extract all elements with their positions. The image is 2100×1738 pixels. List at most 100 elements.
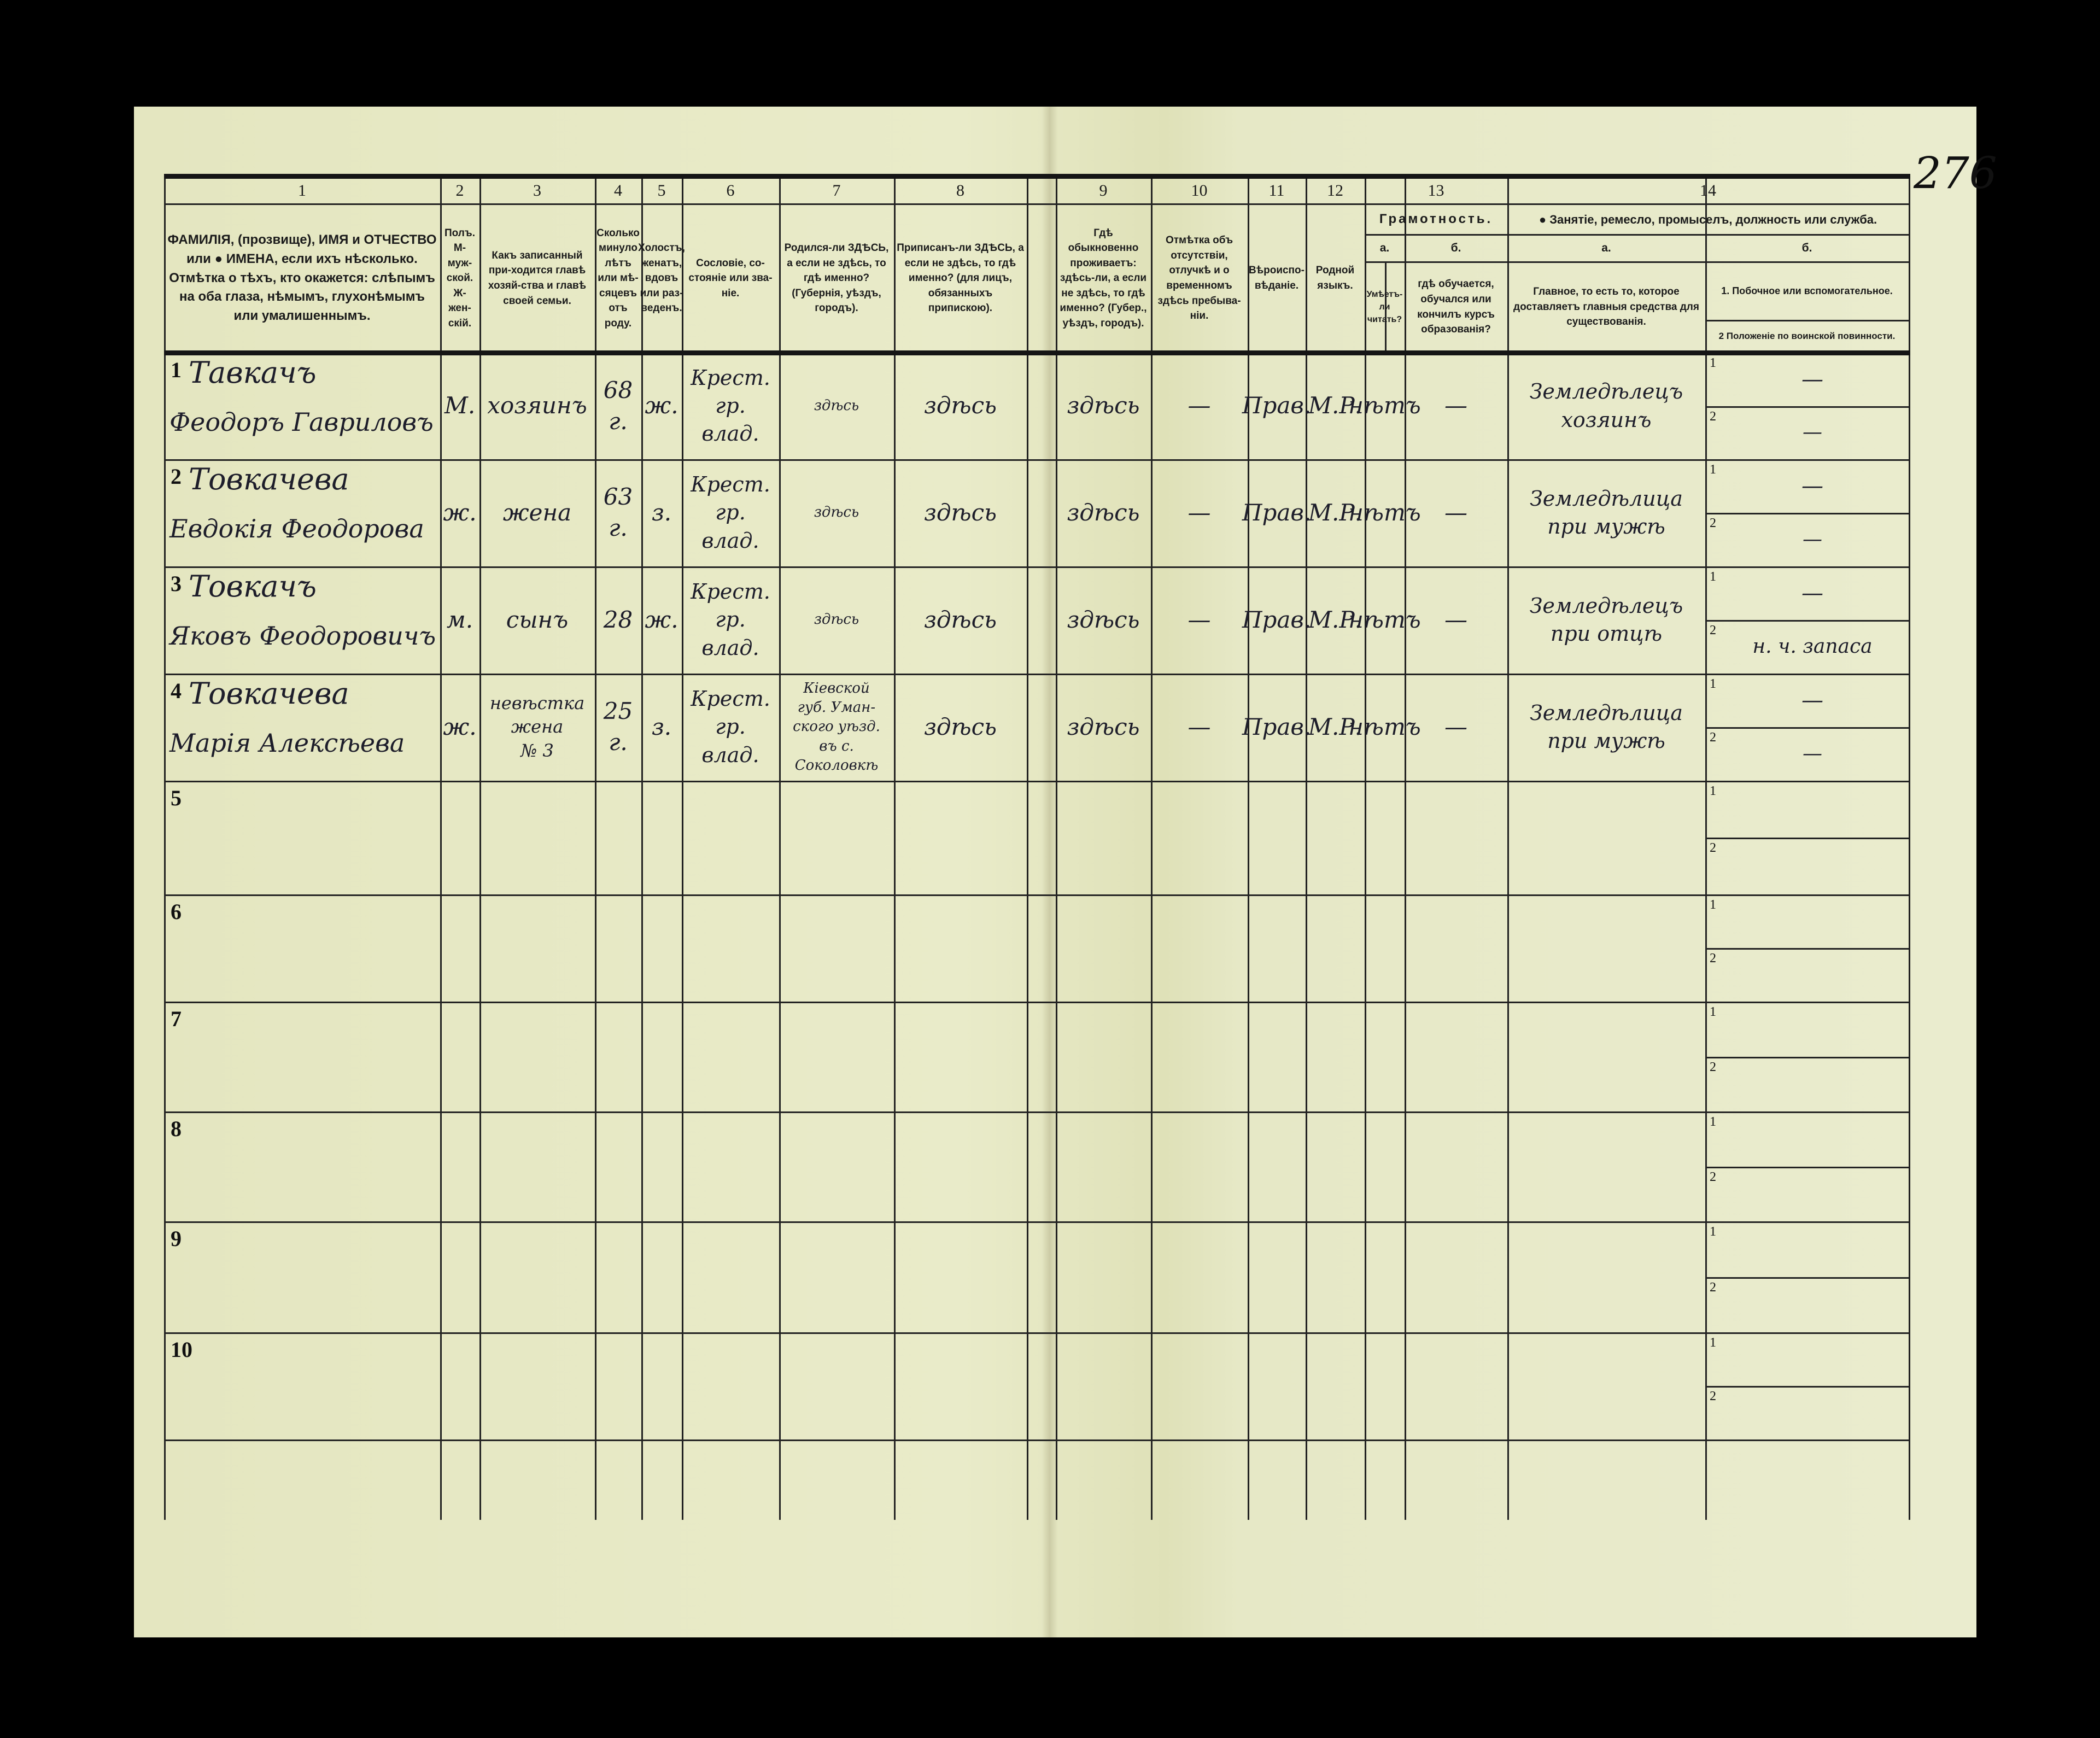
cell-language: М.Р. xyxy=(1308,713,1362,740)
row-rule xyxy=(164,781,1910,782)
column-rule xyxy=(440,178,442,1520)
cell-education: — xyxy=(1444,606,1467,633)
row-14b-split xyxy=(1705,1056,1909,1058)
header-subtitle-rule xyxy=(1365,234,1910,236)
cell-occupation: Земледѣлица при мужѣ xyxy=(1530,486,1683,539)
cell-occupation-secondary: — xyxy=(1801,366,1823,392)
cell-age: 25 г. xyxy=(603,698,633,756)
cell-military: — xyxy=(1803,742,1822,765)
cell-literate: нѣтъ xyxy=(1348,713,1421,740)
header-col13b: гдѣ обучается, обучался или кончилъ курс… xyxy=(1417,278,1495,336)
header-col12: Родной языкъ. xyxy=(1315,265,1355,291)
row-number: 8 xyxy=(171,1116,182,1141)
cell-marital: з. xyxy=(651,713,672,740)
header-col1: ФАМИЛІЯ, (прозвище), ИМЯ и ОТЧЕСТВО или … xyxy=(167,232,437,324)
row-number: 7 xyxy=(171,1006,182,1031)
sub-label-1: 1 xyxy=(1710,356,1716,370)
header-col14b1: 1. Побочное или вспомогательное. xyxy=(1721,285,1893,297)
surname: Тавкачъ xyxy=(189,355,317,390)
cell-literate: нѣтъ xyxy=(1348,499,1421,526)
column-number: 5 xyxy=(657,181,666,200)
given-names: Феодоръ Гавриловъ xyxy=(169,407,434,437)
column-number: 7 xyxy=(832,181,841,200)
row-rule xyxy=(164,894,1910,896)
row-14b-split xyxy=(1705,1277,1909,1279)
row-rule xyxy=(164,566,1910,568)
cell-born: здѣсь xyxy=(814,504,859,521)
header-bottom-rule xyxy=(164,350,1910,355)
cell-religion: Прав. xyxy=(1242,606,1312,633)
sub-label-2: 2 xyxy=(1710,1389,1716,1403)
cell-sex: м. xyxy=(446,606,473,633)
sub-label-1: 1 xyxy=(1710,463,1716,477)
header-col13b-label: б. xyxy=(1450,241,1461,254)
column-rule xyxy=(164,178,166,1520)
row-14b-split xyxy=(1705,406,1909,408)
cell-education: — xyxy=(1444,392,1467,419)
sub-label-1: 1 xyxy=(1710,570,1716,584)
cell-sex: М. xyxy=(444,392,476,419)
cell-relation: невѣстка жена № 3 xyxy=(489,693,585,761)
sub-label-1: 1 xyxy=(1710,784,1716,798)
row-14b-split xyxy=(1705,620,1909,622)
row-rule xyxy=(164,1111,1910,1113)
cell-registered: здѣсь xyxy=(924,606,997,633)
given-names: Марія Алексѣева xyxy=(169,728,405,758)
column-number: 4 xyxy=(614,181,622,200)
cell-sex: ж. xyxy=(443,713,477,740)
cell-language: М.Р. xyxy=(1308,499,1362,526)
cell-age: 63 г. xyxy=(603,483,633,541)
sub-label-2: 2 xyxy=(1710,951,1716,965)
cell-literate: нѣтъ xyxy=(1348,392,1421,419)
column-number: 1 xyxy=(298,181,306,200)
header-col14b-label: б. xyxy=(1801,241,1812,254)
page-fold xyxy=(1042,107,1058,1637)
surname: Товкачъ xyxy=(189,569,317,604)
cell-relation: сынъ xyxy=(506,606,569,633)
column-number: 14 xyxy=(1700,181,1716,200)
cell-registered: здѣсь xyxy=(924,392,997,419)
sub-label-2: 2 xyxy=(1710,516,1716,530)
sub-label-2: 2 xyxy=(1710,1280,1716,1295)
column-number: 13 xyxy=(1428,181,1444,200)
header-col14a: Главное, то есть то, которое доставляетъ… xyxy=(1513,286,1699,328)
row-rule xyxy=(164,459,1910,461)
header-col2: Полъ. М-муж-ской. Ж-жен-скій. xyxy=(444,227,475,329)
cell-education: — xyxy=(1444,499,1467,526)
sub-label-1: 1 xyxy=(1710,1225,1716,1239)
header-col8: Приписанъ-ли ЗДѢСЬ, а если не здѣсь, то … xyxy=(897,242,1024,314)
cell-estate: Крест. гр. влад. xyxy=(691,687,770,767)
header-col11: Вѣроиспо-вѣданіе. xyxy=(1249,265,1305,291)
header-number-rule xyxy=(164,203,1910,205)
cell-age: 68 г. xyxy=(603,376,633,435)
given-names: Яковъ Феодоровичъ xyxy=(169,621,436,651)
row-14b-split xyxy=(1705,1166,1909,1168)
sub-label-1: 1 xyxy=(1710,1115,1716,1129)
sub-label-2: 2 xyxy=(1710,409,1716,424)
row-number: 1 xyxy=(171,358,182,382)
sub-label-2: 2 xyxy=(1710,1060,1716,1074)
cell-military: н. ч. запаса xyxy=(1752,635,1873,658)
cell-occupation: Земледѣлецъ при отцѣ xyxy=(1529,593,1683,646)
header-col7: Родился-ли ЗДѢСЬ, а если не здѣсь, то гд… xyxy=(784,242,889,314)
column-number: 9 xyxy=(1099,181,1108,200)
cell-relation: хозяинъ xyxy=(487,392,587,419)
column-rule xyxy=(1507,178,1509,1520)
column-number: 11 xyxy=(1268,181,1285,200)
column-number: 2 xyxy=(455,181,464,200)
column-number: 12 xyxy=(1327,181,1343,200)
cell-marital: ж. xyxy=(645,606,678,633)
header-col6: Сословіе, со-стояніе или зва-ніе. xyxy=(688,257,773,299)
cell-occupation: Земледѣлица при мужѣ xyxy=(1530,700,1683,753)
column-number: 10 xyxy=(1191,181,1208,200)
column-rule xyxy=(1248,178,1249,1520)
header-col13-title: Грамотность. xyxy=(1379,212,1493,227)
cell-residence: здѣсь xyxy=(1067,713,1140,740)
row-number: 3 xyxy=(171,571,182,596)
cell-education: — xyxy=(1444,713,1467,740)
cell-absence: — xyxy=(1188,392,1211,419)
cell-born: здѣсь xyxy=(814,611,859,628)
column-rule xyxy=(1365,178,1366,1520)
column-number: 8 xyxy=(956,181,964,200)
column-rule xyxy=(641,178,643,1520)
